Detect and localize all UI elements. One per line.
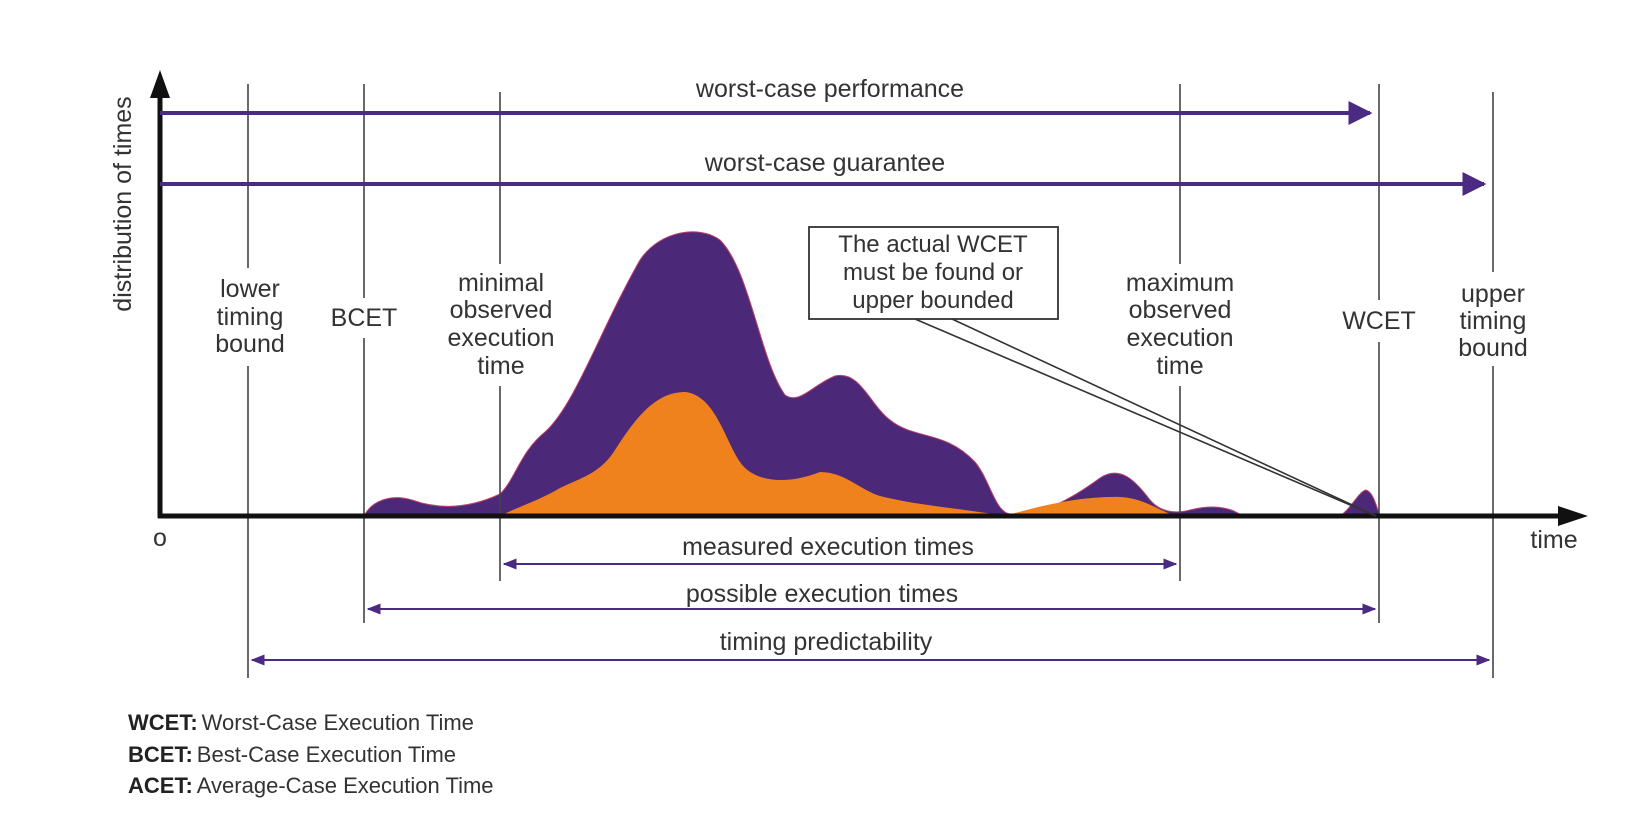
timing-predictability-label: timing predictability	[720, 628, 933, 656]
bcet-label: BCET	[331, 304, 398, 332]
svg-text:ACET:Average-Case Execution Ti: ACET: Average-Case Execution Time	[128, 773, 494, 798]
x-axis-label: time	[1530, 526, 1577, 554]
svg-text:BCET:Best-Case Execution Time: BCET: Best-Case Execution Time	[128, 742, 456, 767]
x-axis-arrowhead	[1558, 506, 1588, 526]
worst-case-performance-label: worst-case performance	[695, 75, 964, 103]
minimal-observed-label: minimal observed execution time	[447, 269, 554, 380]
possible-execution-times-label: possible execution times	[686, 580, 958, 608]
origin-label: o	[153, 524, 167, 552]
possible-distribution-area	[363, 231, 1244, 517]
y-axis-arrowhead	[150, 70, 170, 98]
measured-execution-times-label: measured execution times	[682, 533, 974, 561]
wcet-spike-area	[1338, 489, 1381, 517]
lower-timing-bound-label: lower timing bound	[215, 275, 285, 358]
worst-case-guarantee-label: worst-case guarantee	[704, 149, 945, 177]
legend: WCET: Worst-Case Execution Time BCET: Best…	[128, 710, 494, 798]
wcet-label: WCET	[1342, 307, 1416, 335]
measured-distribution-area	[500, 392, 1177, 516]
wcet-callout: The actual WCET must be found or upper bou…	[808, 226, 1377, 517]
y-axis-label: distribution of times	[109, 96, 137, 311]
maximum-observed-label: maximum observed execution time	[1126, 269, 1234, 380]
svg-text:WCET:Worst-Case Execution Time: WCET: Worst-Case Execution Time	[128, 710, 474, 735]
upper-timing-bound-label: upper timing bound	[1458, 280, 1528, 362]
